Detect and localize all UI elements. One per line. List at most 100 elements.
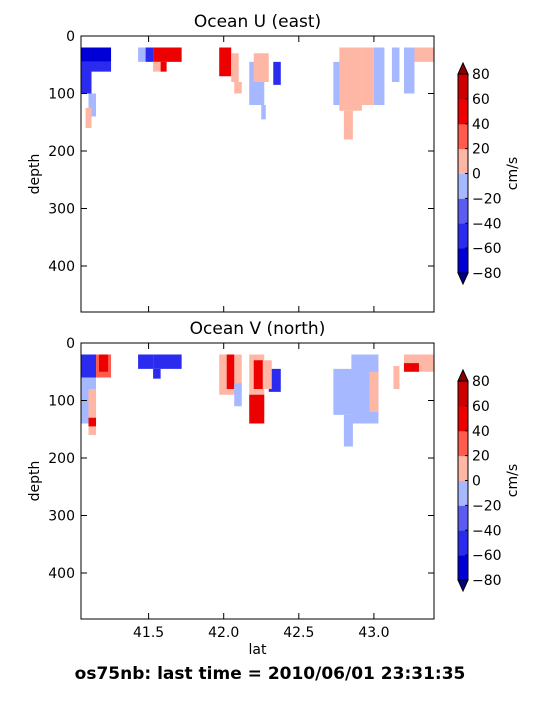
- colorbar-segment: [458, 123, 468, 150]
- x-tick-label: 42.5: [283, 625, 314, 641]
- colorbar-segment: [458, 405, 468, 432]
- y-tick-label: 100: [48, 87, 75, 103]
- x-tick-label: 42.0: [208, 625, 239, 641]
- data-cell: [160, 61, 167, 72]
- colorbar-segment: [458, 555, 468, 581]
- colorbar-tick-label: 60: [472, 92, 490, 108]
- colorbar-tick-label: −80: [472, 266, 502, 282]
- colorbar-tick-label: −40: [472, 523, 502, 539]
- colorbar-over-arrow: [457, 61, 469, 75]
- y-tick-label: 400: [48, 259, 75, 275]
- data-cell: [85, 107, 92, 128]
- data-cell: [369, 371, 379, 412]
- data-cell: [138, 354, 154, 369]
- y-tick-label: 300: [48, 202, 75, 218]
- y-tick-label: 100: [48, 394, 75, 410]
- data-cell: [414, 47, 434, 62]
- data-cell: [88, 417, 97, 427]
- colorbar: 80 60 40 20 0 −20 −40 −60 −80 cm/s: [457, 368, 521, 593]
- data-cell: [249, 394, 265, 424]
- colorbar: 80 60 40 20 0 −20 −40 −60 −80 cm/s: [457, 61, 521, 286]
- colorbar-segment: [458, 248, 468, 274]
- y-tick-label: 0: [66, 29, 75, 45]
- x-tick-label: 43.0: [358, 625, 389, 641]
- colorbar-tick-label: 0: [472, 167, 481, 183]
- colorbar-label: cm/s: [505, 464, 521, 497]
- colorbar-over-arrow: [457, 368, 469, 382]
- colorbar-segment: [458, 74, 468, 100]
- colorbar-tick-label: 80: [472, 374, 490, 390]
- data-cell: [231, 53, 239, 82]
- data-cells: [81, 354, 434, 447]
- y-tick-label: 300: [48, 509, 75, 525]
- data-cell: [88, 61, 112, 72]
- colorbar-tick-label: −20: [472, 498, 502, 514]
- panel-title: Ocean U (east): [194, 12, 321, 32]
- data-cell: [253, 360, 263, 389]
- data-cell: [339, 47, 362, 111]
- chart-panel-0: Ocean U (east)0100200300400depth80604020…: [27, 12, 521, 313]
- colorbar-segment: [458, 173, 468, 199]
- data-cell: [264, 360, 272, 389]
- data-cell: [81, 47, 112, 62]
- colorbar-segment: [458, 530, 468, 556]
- colorbar-tick-label: 40: [472, 117, 490, 133]
- colorbar-under-arrow: [457, 272, 469, 286]
- data-cells: [81, 47, 434, 140]
- colorbar-tick-label: 20: [472, 142, 490, 158]
- colorbar-segment: [458, 430, 468, 457]
- y-axis-label: depth: [27, 461, 43, 502]
- colorbar-segment: [458, 148, 468, 174]
- data-cell: [261, 105, 266, 120]
- colorbar-tick-label: 20: [472, 449, 490, 465]
- data-cell: [153, 61, 161, 72]
- data-cell: [361, 47, 374, 105]
- data-cell: [88, 93, 97, 117]
- colorbar-tick-label: −40: [472, 216, 502, 232]
- colorbar-tick-label: 0: [472, 474, 481, 490]
- data-cell: [333, 61, 341, 105]
- colorbar-segment: [458, 480, 468, 506]
- data-cell: [234, 383, 242, 407]
- colorbar-under-arrow: [457, 579, 469, 593]
- colorbar-segment: [458, 455, 468, 481]
- colorbar-tick-label: 80: [472, 67, 490, 83]
- data-cell: [403, 47, 415, 94]
- panel-title: Ocean V (north): [190, 319, 326, 339]
- data-cell: [343, 414, 353, 447]
- data-cell: [219, 47, 232, 77]
- colorbar-tick-label: −60: [472, 241, 502, 257]
- y-tick-label: 200: [48, 451, 75, 467]
- data-cell: [273, 61, 281, 85]
- data-cell: [343, 110, 353, 140]
- data-cell: [81, 61, 92, 94]
- plot-frame: [80, 35, 435, 313]
- x-axis-label: lat: [249, 642, 267, 658]
- data-cell: [393, 366, 400, 389]
- data-cell: [153, 368, 161, 379]
- y-tick-label: 400: [48, 566, 75, 582]
- colorbar-tick-label: −60: [472, 548, 502, 564]
- y-tick-label: 200: [48, 144, 75, 160]
- figure-title: os75nb: last time = 2010/06/01 23:31:35: [74, 664, 466, 684]
- colorbar-segment: [458, 505, 468, 531]
- colorbar-tick-label: 40: [472, 424, 490, 440]
- colorbar-segment: [458, 381, 468, 407]
- data-cell: [253, 53, 269, 82]
- data-cell: [153, 47, 182, 62]
- y-axis-label: depth: [27, 154, 43, 195]
- colorbar-label: cm/s: [505, 157, 521, 190]
- data-cell: [234, 82, 242, 94]
- colorbar-tick-label: 60: [472, 399, 490, 415]
- y-tick-label: 0: [66, 336, 75, 352]
- data-cell: [145, 47, 154, 62]
- plot-frame: [80, 342, 435, 620]
- data-cell: [226, 354, 235, 389]
- colorbar-tick-label: −20: [472, 191, 502, 207]
- colorbar-segment: [458, 98, 468, 125]
- colorbar-tick-label: −80: [472, 573, 502, 589]
- data-cell: [88, 389, 97, 435]
- data-cell: [99, 354, 109, 372]
